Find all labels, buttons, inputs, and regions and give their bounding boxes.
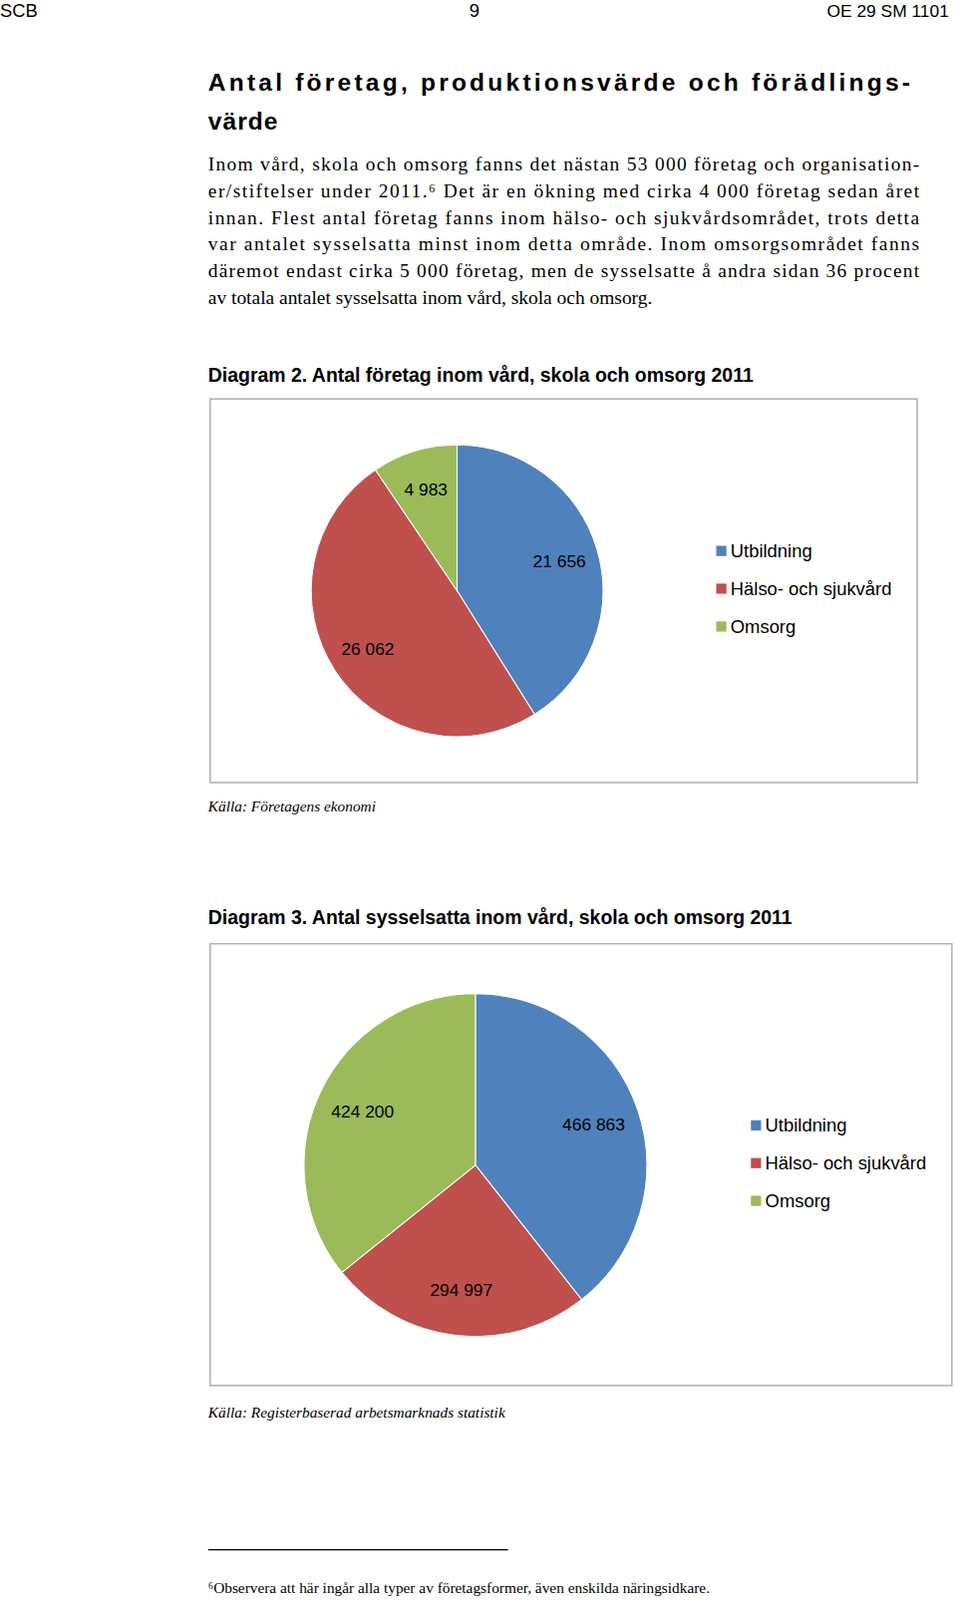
body-text: innan. Flest antal företag fanns inom hä… — [208, 207, 921, 229]
pie — [304, 993, 647, 1337]
source-note: Källa: Registerbaserad arbetsmarknads st… — [207, 1403, 507, 1421]
legend-swatch — [715, 583, 726, 594]
source-note: Källa: Företagens ekonomi — [207, 797, 376, 815]
chart: Diagram 3. Antal sysselsatta inom vård, … — [207, 906, 953, 1420]
legend-swatch — [715, 621, 726, 632]
chart: Diagram 2. Antal företag inom vård, skol… — [207, 363, 918, 815]
footnote-rule — [208, 1549, 509, 1551]
pie-slice — [375, 444, 458, 591]
chart-title: Diagram 2. Antal företag inom vård, skol… — [208, 363, 754, 386]
legend-entry: Hälso- och sjukvård — [765, 1152, 928, 1174]
legend-swatch — [750, 1120, 761, 1131]
data-labels: 466 863 294 997 424 200 — [330, 1101, 626, 1300]
data-label: 26 062 — [340, 638, 394, 659]
page-content: SCB 9 OE 29 SM 1101 Antal företag, produkti… — [0, 0, 953, 1595]
section-title: Antal företag, produktionsvärde och förä… — [208, 68, 912, 96]
footnote: ⁶Observera att här ingår alla typer av f… — [208, 1579, 710, 1596]
pie — [311, 444, 604, 737]
data-label: 4 983 — [403, 479, 447, 500]
pie-slice — [304, 993, 476, 1274]
body-text: var antalet sysselsatta minst inom detta… — [208, 233, 920, 255]
legend-entry: Utbildning — [730, 540, 813, 562]
data-label: 424 200 — [330, 1101, 394, 1122]
page-number: 9 — [469, 0, 480, 21]
legend-entry: Omsorg — [730, 616, 796, 638]
chart-title: Diagram 3. Antal sysselsatta inom vård, … — [208, 906, 793, 929]
data-label: 466 863 — [562, 1114, 626, 1135]
legend-entry: Hälso- och sjukvård — [730, 578, 893, 600]
legend-entry: Utbildning — [765, 1114, 848, 1136]
header-left: SCB — [0, 0, 38, 21]
data-labels: 21 656 26 062 4 983 — [340, 479, 586, 659]
body-text: av totala antalet sysselsatta inom vård,… — [208, 287, 653, 309]
chart-frame — [210, 944, 953, 1386]
data-label: 21 656 — [533, 551, 587, 572]
legend-entry: Omsorg — [765, 1190, 831, 1212]
legend-swatch — [750, 1158, 761, 1169]
legend: Utbildning Hälso- och sjukvård Omsorg — [715, 540, 892, 638]
body-text: er/stiftelser under 2011.⁶ Det är en ökn… — [208, 180, 921, 202]
section-title: värde — [208, 107, 280, 135]
body-text: Inom vård, skola och omsorg fanns det nä… — [208, 153, 920, 175]
legend: Utbildning Hälso- och sjukvård Omsorg — [750, 1114, 927, 1212]
body-text: däremot endast cirka 5 000 företag, men … — [208, 260, 921, 282]
header-right: OE 29 SM 1101 — [826, 0, 949, 21]
legend-swatch — [715, 546, 726, 557]
legend-swatch — [750, 1195, 761, 1206]
chart-frame — [210, 398, 918, 783]
data-label: 294 997 — [429, 1279, 493, 1300]
page: SCB 9 OE 29 SM 1101 Antal företag, produkti… — [0, 0, 957, 1600]
